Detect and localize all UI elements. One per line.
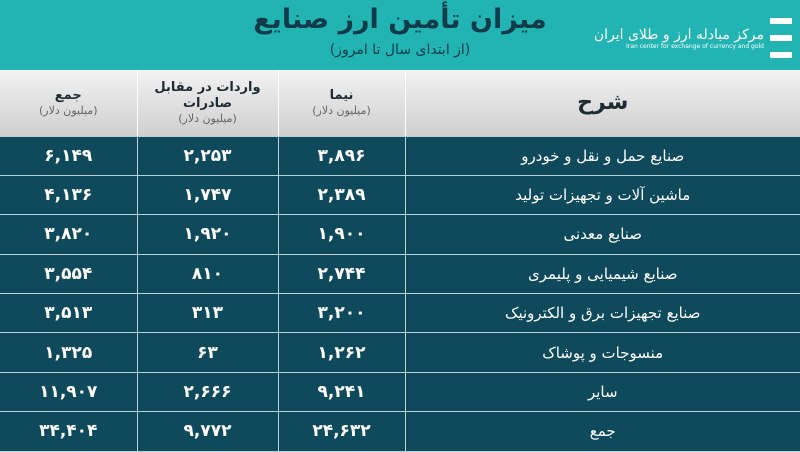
cell-nima: ۳,۲۰۰: [277, 293, 406, 334]
cell-import-export: ۹,۷۷۲: [136, 411, 279, 452]
cell-description: صنایع معدنی: [404, 214, 800, 255]
table-row: صنایع حمل و نقل و خودرو ۳,۸۹۶ ۲,۲۵۳ ۶,۱۴۹: [0, 135, 800, 176]
cell-total: ۳۴,۴۰۴: [0, 411, 138, 452]
cell-nima: ۳,۸۹۶: [277, 135, 406, 176]
cell-nima: ۹,۲۴۱: [277, 371, 406, 413]
cell-description: جمع: [404, 411, 800, 452]
cell-import-export: ۶۳: [136, 332, 279, 373]
cell-total: ۶,۱۴۹: [0, 135, 138, 176]
cell-import-export: ۲,۲۵۳: [136, 135, 279, 176]
cell-description: منسوجات و پوشاک: [404, 332, 800, 373]
cell-description: صنایع تجهیزات برق و الکترونیک: [404, 293, 800, 334]
cell-total: ۳,۵۱۳: [0, 293, 138, 334]
cell-nima: ۲۴,۶۳۲: [277, 411, 406, 452]
column-header-description: شرح: [404, 70, 800, 136]
column-header-nima: نیما (میلیون دلار): [277, 70, 406, 136]
table-row: ماشین آلات و تجهیزات تولید ۲,۳۸۹ ۱,۷۴۷ ۴,۱۳…: [0, 174, 800, 216]
cell-description: صنایع شیمیایی و پلیمری: [404, 253, 800, 295]
table-header-row: شرح نیما (میلیون دلار) واردات در مقابل صا…: [0, 70, 800, 136]
logo-text-en: Iran center for exchange of currency and…: [626, 42, 764, 50]
logo: مرکز مبادله ارز و طلای ایران Iran center…: [594, 16, 792, 60]
cell-nima: ۲,۳۸۹: [277, 174, 406, 216]
cell-import-export: ۱,۷۴۷: [136, 174, 279, 216]
cell-description: ماشین آلات و تجهیزات تولید: [404, 174, 800, 216]
cell-total: ۱,۳۲۵: [0, 332, 138, 373]
cell-nima: ۲,۷۴۴: [277, 253, 406, 295]
industry-currency-table: شرح نیما (میلیون دلار) واردات در مقابل صا…: [0, 70, 800, 452]
page-subtitle: (از ابتدای سال تا امروز): [329, 42, 471, 58]
header-banner: میزان تأمین ارز صنایع (از ابتدای سال تا …: [0, 0, 800, 70]
table-row: صنایع معدنی ۱,۹۰۰ ۱,۹۲۰ ۳,۸۲۰: [0, 214, 800, 255]
cell-total: ۴,۱۳۶: [0, 174, 138, 216]
table-row: جمع ۲۴,۶۳۲ ۹,۷۷۲ ۳۴,۴۰۴: [0, 411, 800, 452]
cell-total: ۳,۵۵۴: [0, 253, 138, 295]
table-row: منسوجات و پوشاک ۱,۲۶۲ ۶۳ ۱,۳۲۵: [0, 332, 800, 373]
table-row: صنایع تجهیزات برق و الکترونیک ۳,۲۰۰ ۳۱۳ ۳,۵…: [0, 293, 800, 334]
cell-description: سایر: [404, 371, 800, 413]
logo-text-fa: مرکز مبادله ارز و طلای ایران: [593, 26, 764, 43]
page-title: میزان تأمین ارز صنایع: [253, 4, 547, 35]
column-header-import-export: واردات در مقابل صادرات (میلیون دلار): [136, 70, 279, 136]
cell-import-export: ۳۱۳: [136, 293, 279, 334]
cell-import-export: ۸۱۰: [136, 253, 279, 295]
logo-mark-icon: [770, 18, 792, 58]
cell-import-export: ۲,۶۶۶: [136, 371, 279, 413]
cell-import-export: ۱,۹۲۰: [136, 214, 279, 255]
table-row: سایر ۹,۲۴۱ ۲,۶۶۶ ۱۱,۹۰۷: [0, 371, 800, 413]
cell-description: صنایع حمل و نقل و خودرو: [404, 135, 800, 176]
cell-nima: ۱,۹۰۰: [277, 214, 406, 255]
cell-total: ۳,۸۲۰: [0, 214, 138, 255]
cell-nima: ۱,۲۶۲: [277, 332, 406, 373]
table-row: صنایع شیمیایی و پلیمری ۲,۷۴۴ ۸۱۰ ۳,۵۵۴: [0, 253, 800, 295]
cell-total: ۱۱,۹۰۷: [0, 371, 138, 413]
column-header-total: جمع (میلیون دلار): [0, 70, 138, 136]
